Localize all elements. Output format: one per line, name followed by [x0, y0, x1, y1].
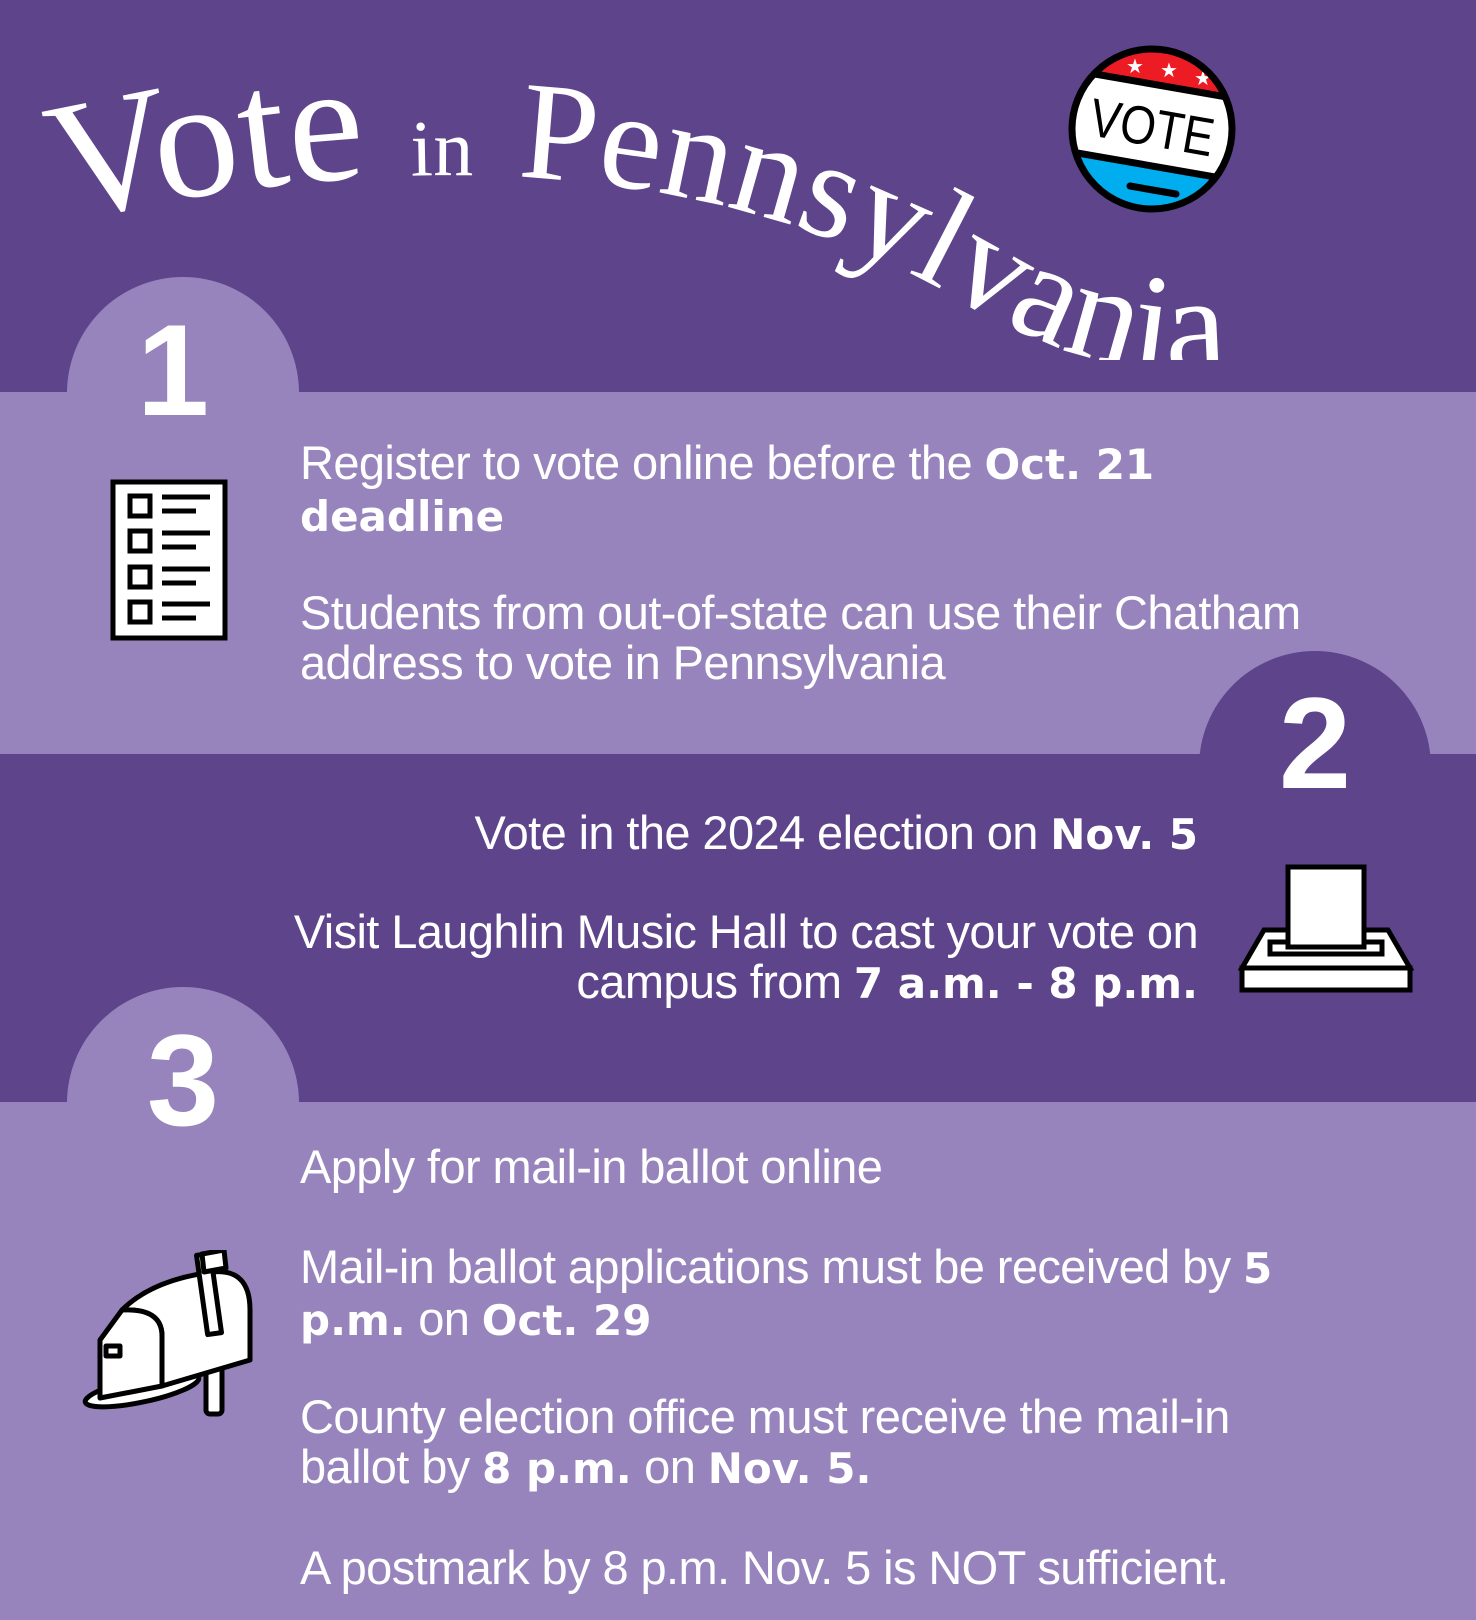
title: Vote in Pennsylvania: [32, 27, 1230, 360]
step-3-line-3: County election office must receive the …: [300, 1392, 1350, 1494]
mailbox-icon: [82, 1250, 253, 1417]
checklist-icon: [110, 479, 228, 641]
text-bold: 8 p.m.: [482, 1444, 632, 1493]
text-plain: Students from out-of-state can use their…: [300, 586, 1301, 689]
title-vote: Vote: [32, 27, 370, 258]
svg-text:★: ★: [1160, 58, 1178, 82]
step-2-bubble: [1199, 651, 1431, 883]
text-plain: Mail-in ballot applications must be rece…: [300, 1240, 1244, 1293]
title-in: in: [410, 105, 474, 194]
text-bold: Oct. 21 deadline: [300, 440, 1155, 541]
text-plain: A postmark by 8 p.m. Nov. 5 is NOT suffi…: [300, 1541, 1229, 1594]
step-1-line-1: Register to vote online before the Oct. …: [300, 438, 1300, 542]
text-plain: Vote in the 2024 election on: [474, 806, 1051, 859]
step-2-number: 2: [1278, 670, 1352, 816]
text-plain: Register to vote online before the: [300, 436, 985, 489]
step-1-bubble: [67, 277, 299, 509]
step-1-number: 1: [136, 297, 210, 443]
text-plain: Apply for mail-in ballot online: [300, 1140, 883, 1193]
step-3-bubble: [67, 987, 299, 1219]
text-plain: on: [631, 1440, 708, 1493]
text-plain: County election office must receive the …: [300, 1390, 1230, 1493]
text-plain: Visit Laughlin Music Hall to cast your v…: [293, 905, 1199, 1008]
text-bold: 5 p.m.: [300, 1244, 1273, 1345]
step-2-line-2: Visit Laughlin Music Hall to cast your v…: [200, 905, 1199, 1009]
text-bold: Oct. 29: [481, 1296, 652, 1345]
text-plain: on: [405, 1292, 482, 1345]
text-bold: 7 a.m. - 8 p.m.: [853, 959, 1198, 1008]
step-2-line-1: Vote in the 2024 election on Nov. 5: [160, 808, 1198, 860]
step-3-number: 3: [146, 1007, 220, 1153]
step-3-line-1: Apply for mail-in ballot online: [300, 1142, 1400, 1192]
text-bold: Nov. 5: [1050, 810, 1198, 859]
step-3-line-2: Mail-in ballot applications must be rece…: [300, 1242, 1350, 1346]
svg-text:Vote in Pennsylvan: Vote in Pennsylvania: [32, 27, 1230, 360]
text-bold: Nov. 5.: [707, 1444, 872, 1493]
step-3-line-4: A postmark by 8 p.m. Nov. 5 is NOT suffi…: [300, 1543, 1450, 1593]
vote-badge-icon: ★ ★ ★ VOTE: [1068, 45, 1236, 213]
svg-text:★: ★: [1126, 54, 1144, 78]
step-1-line-2: Students from out-of-state can use their…: [300, 588, 1430, 688]
ballot-box-icon: [1238, 864, 1414, 993]
